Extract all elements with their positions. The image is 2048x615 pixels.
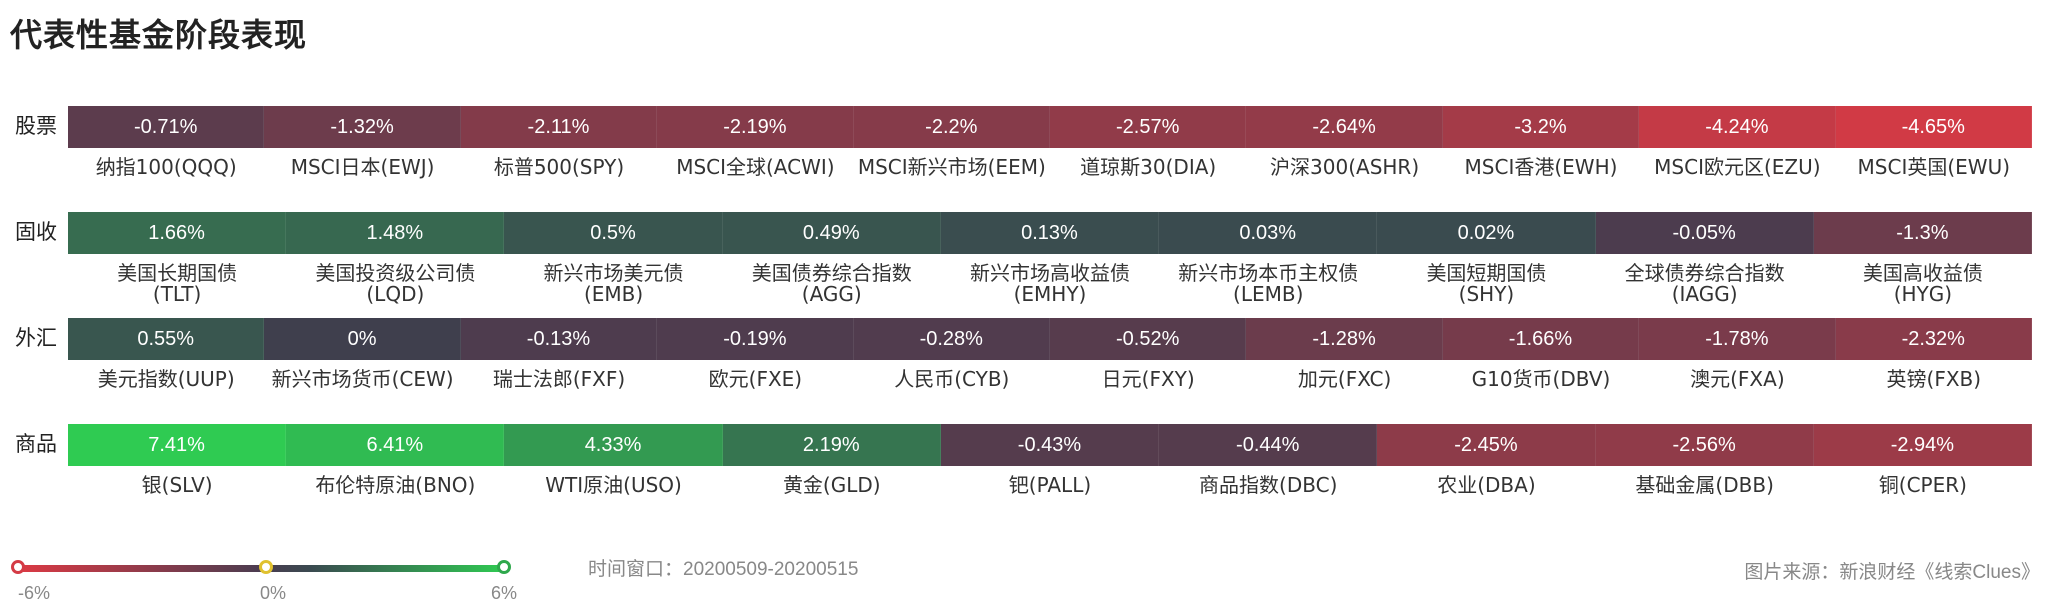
heatmap-cell: -0.52% <box>1050 318 1247 360</box>
heatmap-cell: 0.49% <box>722 212 941 254</box>
heatmap-row: 7.41% 6.41% 4.33% 2.19% -0.43% -0.44% -2.45% -2… <box>68 424 2032 466</box>
heatmap-cell: -2.2% <box>853 106 1050 148</box>
heatmap-cell: -4.24% <box>1639 106 1836 148</box>
legend-mid-marker <box>259 560 273 574</box>
heatmap-cell: -0.28% <box>853 318 1050 360</box>
legend-mid-label: 0% <box>259 583 287 603</box>
fund-label: 新兴市场高收益债 (EMHY) <box>969 261 1130 306</box>
heatmap-cell: -0.43% <box>940 424 1160 466</box>
heatmap-cell: -2.45% <box>1377 424 1596 466</box>
heatmap-cell: 7.41% <box>68 424 287 466</box>
fund-label: 沪深300(ASHR) <box>1270 155 1420 179</box>
fund-label: 瑞士法郎(FXF) <box>492 367 626 391</box>
fund-label: 英镑(FXB) <box>1886 367 1982 391</box>
heatmap-row: 1.66% 1.48% 0.5% 0.49% 0.13% 0.03% 0.02% -0.05%… <box>68 212 2032 254</box>
fund-label: 铜(CPER) <box>1878 473 1967 497</box>
heatmap-cell: 0% <box>264 318 461 360</box>
heatmap-cell: -2.64% <box>1246 106 1443 148</box>
heatmap-cell: -1.32% <box>264 106 461 148</box>
heatmap-cell: -0.05% <box>1595 212 1814 254</box>
category-label: 商品 <box>15 432 57 456</box>
heatmap-cell: -0.13% <box>460 318 658 360</box>
heatmap-cell: -0.44% <box>1159 424 1378 466</box>
legend-min-marker <box>11 560 25 574</box>
heatmap-row: -0.71% -1.32% -2.11% -2.19% -2.2% -2.57% -2.64… <box>68 106 2032 148</box>
legend-max-label: 6% <box>490 583 518 603</box>
heatmap-cell: -3.2% <box>1442 106 1640 148</box>
heatmap-cell: -1.28% <box>1246 318 1443 360</box>
fund-label: 新兴市场本币主权债 (LEMB) <box>1178 261 1359 306</box>
fund-label: 商品指数(DBC) <box>1199 473 1338 497</box>
fund-label: 美国债券综合指数 (AGG) <box>751 261 912 306</box>
fund-label: MSCI香港(EWH) <box>1464 155 1618 179</box>
fund-label: G10货币(DBV) <box>1471 367 1611 391</box>
fund-label: 全球债券综合指数 (IAGG) <box>1624 261 1785 306</box>
fund-label: 美国高收益债 (HYG) <box>1862 261 1983 306</box>
heatmap-cell: -2.56% <box>1595 424 1814 466</box>
heatmap-cell: -2.94% <box>1813 424 2032 466</box>
fund-label: 人民币(CYB) <box>894 367 1010 391</box>
fund-label: MSCI英国(EWU) <box>1857 155 2011 179</box>
fund-label: 澳元(FXA) <box>1690 367 1785 391</box>
fund-label: 美国长期国债 (TLT) <box>117 261 238 306</box>
category-label: 固收 <box>15 220 57 244</box>
fund-label: WTI原油(USO) <box>545 473 682 497</box>
heatmap-cell: 2.19% <box>722 424 941 466</box>
fund-label: 道琼斯30(DIA) <box>1080 155 1217 179</box>
heatmap-cell: -0.19% <box>657 318 854 360</box>
fund-label: 新兴市场美元债 (EMB) <box>543 261 684 306</box>
legend-max-marker <box>497 560 511 574</box>
fund-label: 新兴市场货币(CEW) <box>271 367 454 391</box>
fund-label: 美国短期国债 (SHY) <box>1426 261 1547 306</box>
fund-label: MSCI日本(EWJ) <box>290 155 435 179</box>
fund-label: 加元(FXC) <box>1297 367 1392 391</box>
heatmap-cell: 0.55% <box>68 318 265 360</box>
fund-label: 农业(DBA) <box>1437 473 1536 497</box>
heatmap-cell: -2.32% <box>1835 318 2032 360</box>
heatmap-cell: 1.48% <box>286 212 505 254</box>
heatmap-cell: 6.41% <box>286 424 505 466</box>
heatmap-cell: 4.33% <box>504 424 723 466</box>
source-note: 图片来源：新浪财经《线索Clues》 <box>1744 562 2040 583</box>
heatmap-cell: -2.57% <box>1050 106 1247 148</box>
fund-label: MSCI全球(ACWI) <box>676 155 835 179</box>
fund-label: 日元(FXY) <box>1101 367 1195 391</box>
heatmap-cell: 0.5% <box>504 212 723 254</box>
heatmap-cell: -2.11% <box>460 106 658 148</box>
fund-label: MSCI新兴市场(EEM) <box>857 155 1046 179</box>
category-label: 外汇 <box>15 326 57 350</box>
color-legend: -6% 0% 6% <box>10 553 517 613</box>
heatmap-cell: -4.65% <box>1835 106 2032 148</box>
fund-label: 钯(PALL) <box>1008 473 1092 497</box>
heatmap-cell: 1.66% <box>68 212 287 254</box>
fund-label: 欧元(FXE) <box>708 367 803 391</box>
fund-label: MSCI欧元区(EZU) <box>1654 155 1821 179</box>
legend-min-label: -6% <box>17 583 51 603</box>
fund-label: 标普500(SPY) <box>493 155 625 179</box>
fund-label: 银(SLV) <box>141 473 213 497</box>
fund-label: 黄金(GLD) <box>782 473 881 497</box>
heatmap-cell: -1.3% <box>1813 212 2032 254</box>
fund-label: 美国投资级公司债 (LQD) <box>315 261 476 306</box>
heatmap-cell: 0.03% <box>1159 212 1378 254</box>
heatmap-cell: -0.71% <box>68 106 265 148</box>
category-label: 股票 <box>15 114 57 138</box>
heatmap-row: 0.55% 0% -0.13% -0.19% -0.28% -0.52% -1.28% -1.… <box>68 318 2032 360</box>
heatmap-cell: -2.19% <box>657 106 854 148</box>
fund-label: 基础金属(DBB) <box>1635 473 1774 497</box>
heatmap-cell: -1.78% <box>1639 318 1836 360</box>
fund-label: 美元指数(UUP) <box>97 367 235 391</box>
heatmap-cell: 0.13% <box>940 212 1160 254</box>
time-window-note: 时间窗口：20200509-20200515 <box>588 559 859 580</box>
heatmap-cell: -1.66% <box>1442 318 1640 360</box>
heatmap-cell: 0.02% <box>1377 212 1596 254</box>
fund-label: 纳指100(QQQ) <box>95 155 237 179</box>
chart-title: 代表性基金阶段表现 <box>10 16 308 54</box>
fund-label: 布伦特原油(BNO) <box>315 473 476 497</box>
